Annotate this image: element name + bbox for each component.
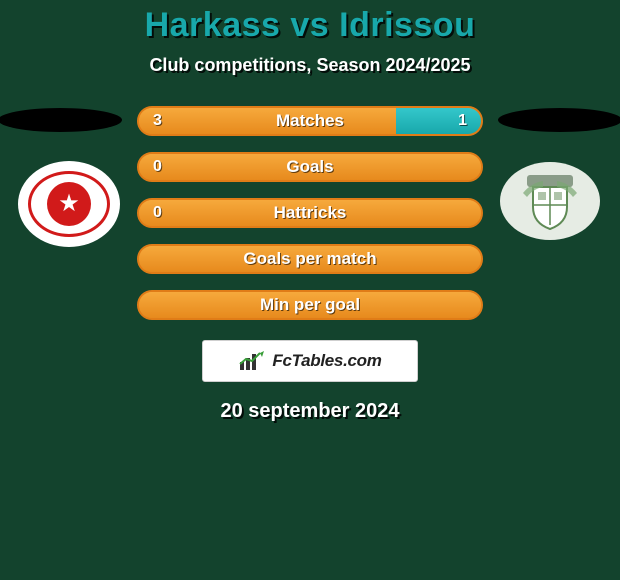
brand-chart-icon <box>238 350 266 372</box>
brand-box: FcTables.com <box>202 340 418 382</box>
comparison-bars: 3 Matches 1 0 Goals 0 Hattricks Goals pe… <box>137 106 483 320</box>
right-badge-shadow <box>498 108 620 132</box>
left-team-crest: ★ <box>18 161 120 247</box>
bar-goals-per-match: Goals per match <box>137 244 483 274</box>
right-team-crest <box>500 162 600 240</box>
star-icon: ★ <box>58 192 80 216</box>
bar-matches: 3 Matches 1 <box>137 106 483 136</box>
bar-goals-label: Goals <box>286 157 333 177</box>
bar-matches-right-fill <box>396 108 482 134</box>
bar-goals: 0 Goals <box>137 152 483 182</box>
bar-hattricks: 0 Hattricks <box>137 198 483 228</box>
footer-date: 20 september 2024 <box>0 400 620 423</box>
bar-mpg-label: Min per goal <box>260 295 360 315</box>
shield-icon <box>515 171 585 231</box>
bar-min-per-goal: Min per goal <box>137 290 483 320</box>
bar-matches-right-value: 1 <box>458 112 467 130</box>
page-subtitle: Club competitions, Season 2024/2025 <box>0 55 620 76</box>
brand-text: FcTables.com <box>272 351 381 371</box>
comparison-body: ★ 3 Matches 1 0 Goals <box>0 106 620 423</box>
bar-matches-left-fill <box>139 108 396 134</box>
bar-matches-label: Matches <box>276 111 344 131</box>
bar-gpm-label: Goals per match <box>243 249 376 269</box>
bar-matches-left-value: 3 <box>153 112 162 130</box>
left-badge-shadow <box>0 108 122 132</box>
left-crest-center: ★ <box>47 182 91 226</box>
bar-hattricks-left-value: 0 <box>153 204 162 222</box>
page-title: Harkass vs Idrissou <box>0 0 620 45</box>
bar-hattricks-label: Hattricks <box>274 203 347 223</box>
bar-goals-left-value: 0 <box>153 158 162 176</box>
